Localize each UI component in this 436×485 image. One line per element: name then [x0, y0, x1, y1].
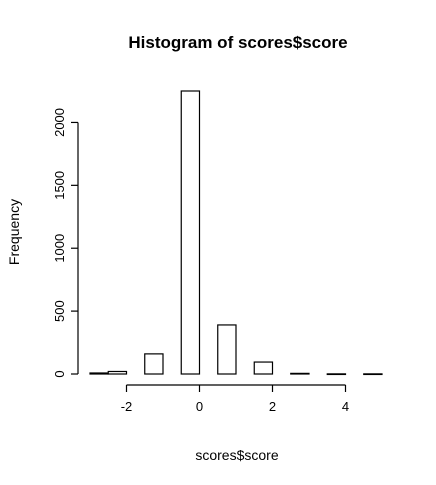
y-tick-label: 0	[52, 370, 67, 377]
x-axis-ticks: -2 0 2 4	[121, 385, 349, 414]
bar-group	[89, 90, 383, 376]
histogram-bar	[144, 353, 164, 375]
histogram-bar	[290, 372, 310, 375]
y-tick-label: 1000	[52, 234, 67, 263]
y-axis-ticks: 0 500 1000 1500 2000	[52, 108, 78, 378]
y-tick-label: 1500	[52, 171, 67, 200]
histogram-bar	[89, 372, 109, 375]
y-tick-label: 500	[52, 300, 67, 322]
histogram-bar	[180, 90, 201, 375]
chart-title: Histogram of scores$score	[128, 33, 347, 52]
y-tick-label: 2000	[52, 108, 67, 137]
histogram-bar	[363, 373, 383, 376]
x-tick-label: 4	[342, 399, 349, 414]
x-tick-label: 2	[269, 399, 276, 414]
histogram-bar	[253, 361, 274, 375]
y-axis-label: Frequency	[6, 199, 22, 265]
x-axis-label: scores$score	[195, 447, 278, 463]
x-tick-label: -2	[121, 399, 133, 414]
histogram-bar	[326, 373, 347, 376]
x-tick-label: 0	[196, 399, 203, 414]
histogram-bar	[107, 370, 128, 375]
histogram-bar	[217, 324, 237, 375]
